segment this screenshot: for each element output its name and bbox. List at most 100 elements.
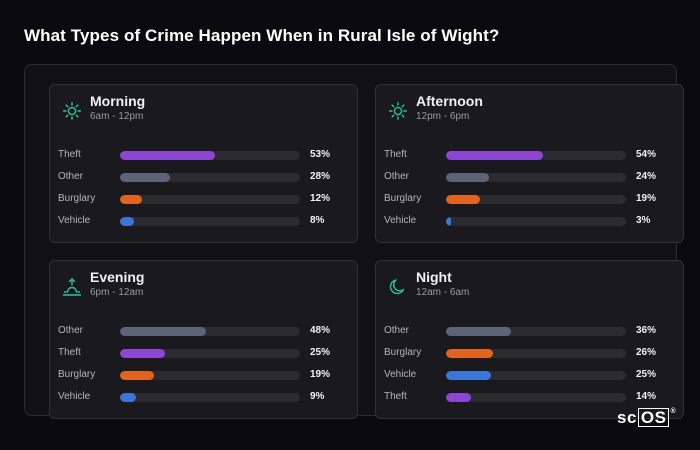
category-label: Theft (384, 149, 407, 160)
value-label: 48% (310, 325, 331, 336)
panel-evening: Evening 6pm - 12am Other 48% Theft 25% Burgl… (49, 260, 358, 419)
value-label: 53% (310, 149, 331, 160)
bar (120, 173, 171, 182)
value-label: 24% (636, 171, 657, 182)
bar-row: Burglary 26% (376, 346, 685, 360)
bar (446, 327, 511, 336)
sun-icon (388, 101, 407, 120)
bar-track (446, 371, 626, 380)
value-label: 3% (636, 215, 651, 226)
brand-boxed: OS (637, 408, 670, 427)
bar-row: Other 28% (50, 170, 359, 184)
bar-track (120, 217, 300, 226)
bar (120, 371, 155, 380)
sunset-icon (62, 278, 82, 296)
value-label: 25% (636, 369, 657, 380)
bar (446, 349, 493, 358)
bar (446, 217, 452, 226)
bar (120, 217, 135, 226)
panel-morning: Morning 6am - 12pm Theft 53% Other 28% Burgl… (49, 84, 358, 243)
value-label: 12% (310, 193, 331, 204)
panel-subtitle: 6pm - 12am (90, 287, 144, 298)
panel-title: Morning (90, 93, 146, 109)
category-label: Other (384, 171, 410, 182)
bar (120, 349, 165, 358)
bar-track (446, 217, 626, 226)
bar (120, 151, 216, 160)
value-label: 25% (310, 347, 331, 358)
bar-track (120, 349, 300, 358)
panel-title: Night (416, 269, 452, 285)
value-label: 9% (310, 391, 325, 402)
category-label: Theft (384, 391, 407, 402)
brand-prefix: sc (617, 408, 637, 427)
value-label: 28% (310, 171, 331, 182)
category-label: Vehicle (58, 215, 91, 226)
bar-row: Theft 54% (376, 148, 685, 162)
bar-track (446, 151, 626, 160)
bar-track (446, 327, 626, 336)
bar (446, 393, 472, 402)
value-label: 19% (310, 369, 331, 380)
bar (120, 393, 137, 402)
value-label: 14% (636, 391, 657, 402)
value-label: 36% (636, 325, 657, 336)
bar-row: Other 36% (376, 324, 685, 338)
panel-night: Night 12am - 6am Other 36% Burglary 26% Vehi… (375, 260, 684, 419)
panel-title: Afternoon (416, 93, 483, 109)
chart-title: What Types of Crime Happen When in Rural… (24, 26, 500, 45)
bar (446, 195, 481, 204)
bar-track (446, 349, 626, 358)
value-label: 54% (636, 149, 657, 160)
bar-row: Vehicle 9% (50, 390, 359, 404)
panel-subtitle: 6am - 12pm (90, 111, 144, 122)
value-label: 19% (636, 193, 657, 204)
category-label: Burglary (58, 369, 96, 380)
bar-track (120, 195, 300, 204)
bar-row: Vehicle 25% (376, 368, 685, 382)
bar-track (120, 371, 300, 380)
brand-logo: sc OS ® (617, 408, 676, 428)
bar-row: Burglary 19% (50, 368, 359, 382)
bar-row: Vehicle 8% (50, 214, 359, 228)
bar (446, 173, 490, 182)
category-label: Other (58, 325, 84, 336)
bar-track (120, 173, 300, 182)
value-label: 26% (636, 347, 657, 358)
bar-row: Burglary 19% (376, 192, 685, 206)
bar-row: Theft 53% (50, 148, 359, 162)
category-label: Burglary (58, 193, 96, 204)
panel-afternoon: Afternoon 12pm - 6pm Theft 54% Other 24% Bur… (375, 84, 684, 243)
bar-track (446, 173, 626, 182)
category-label: Theft (58, 149, 81, 160)
bar (120, 195, 142, 204)
bar-row: Vehicle 3% (376, 214, 685, 228)
category-label: Other (384, 325, 410, 336)
panel-title: Evening (90, 269, 145, 285)
bar-track (446, 195, 626, 204)
bar-row: Other 24% (376, 170, 685, 184)
bar-track (120, 327, 300, 336)
brand-mark: ® (670, 408, 677, 415)
bar (446, 151, 544, 160)
bar-track (446, 393, 626, 402)
value-label: 8% (310, 215, 325, 226)
category-label: Other (58, 171, 84, 182)
bar (446, 371, 491, 380)
category-label: Vehicle (58, 391, 91, 402)
panel-subtitle: 12am - 6am (416, 287, 470, 298)
sun-icon (62, 101, 81, 120)
bar (120, 327, 207, 336)
bar-row: Theft 14% (376, 390, 685, 404)
moon-icon (389, 279, 405, 295)
bar-row: Other 48% (50, 324, 359, 338)
category-label: Theft (58, 347, 81, 358)
category-label: Vehicle (384, 215, 417, 226)
panel-subtitle: 12pm - 6pm (416, 111, 470, 122)
category-label: Burglary (384, 347, 422, 358)
bar-track (120, 151, 300, 160)
bar-track (120, 393, 300, 402)
category-label: Burglary (384, 193, 422, 204)
bar-row: Theft 25% (50, 346, 359, 360)
bar-row: Burglary 12% (50, 192, 359, 206)
